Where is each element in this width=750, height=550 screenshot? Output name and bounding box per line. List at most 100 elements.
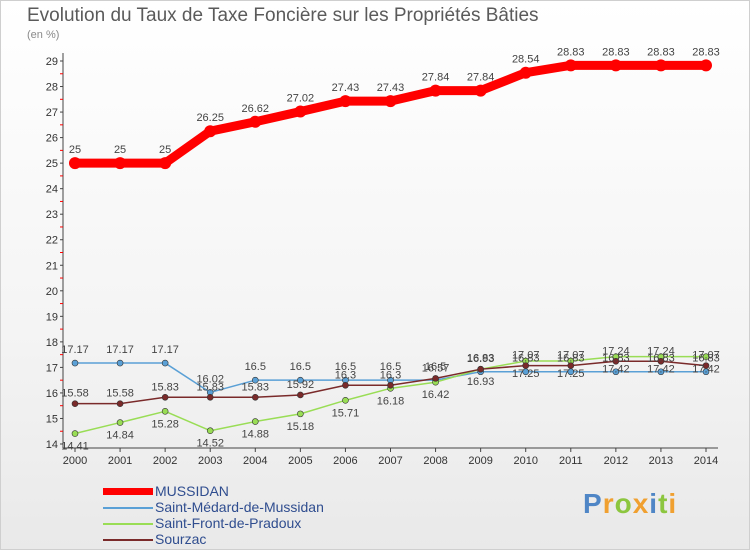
y-tick-label: 23: [46, 209, 58, 221]
y-tick-label: 14: [46, 439, 58, 451]
data-point: [339, 95, 352, 108]
x-tick-label: 2001: [108, 455, 132, 467]
data-point: [249, 115, 262, 128]
data-point: [71, 400, 79, 407]
x-tick-label: 2003: [198, 455, 222, 467]
y-tick-label: 22: [46, 235, 58, 247]
data-label: 15.71: [332, 407, 360, 419]
data-point: [700, 59, 712, 72]
logo-letter: P: [583, 488, 603, 519]
data-point: [206, 393, 214, 401]
data-label: 27.84: [422, 72, 450, 84]
data-point: [116, 400, 124, 407]
data-label: 16.42: [422, 389, 450, 401]
x-tick-label: 2011: [559, 455, 583, 467]
legend-swatch: [103, 539, 153, 541]
data-label: 27.43: [377, 82, 405, 94]
data-point: [429, 84, 442, 97]
x-tick-label: 2010: [513, 455, 537, 467]
data-label: 25: [114, 144, 126, 156]
proxiti-logo: Proxiti: [583, 488, 677, 520]
data-point: [519, 66, 532, 79]
data-point: [297, 410, 304, 418]
data-label: 16.83: [557, 353, 585, 365]
data-label: 16.02: [196, 373, 224, 385]
data-label: 14.88: [242, 429, 270, 441]
x-tick-label: 2009: [468, 455, 492, 467]
data-label: 17.17: [61, 344, 89, 356]
data-label: 28.83: [602, 46, 630, 58]
data-point: [159, 157, 172, 170]
data-label: 16.5: [425, 361, 446, 373]
data-label: 16.83: [467, 353, 495, 365]
y-tick-label: 18: [46, 337, 58, 349]
y-tick-label: 25: [46, 158, 58, 170]
data-label: 28.83: [692, 46, 720, 58]
data-label: 16.93: [467, 376, 495, 388]
data-label: 14.52: [196, 438, 224, 450]
data-label: 15.58: [61, 388, 89, 400]
data-label: 17.07: [512, 350, 540, 362]
legend-label: Saint-Médard-de-Mussidan: [155, 499, 324, 515]
data-label: 17.07: [557, 350, 585, 362]
data-point: [342, 397, 349, 404]
data-point: [161, 359, 169, 367]
data-point: [477, 365, 484, 373]
legend-swatch: [103, 488, 153, 495]
data-point: [71, 430, 79, 437]
data-label: 17.42: [647, 364, 675, 376]
data-point: [251, 418, 259, 425]
data-point: [204, 125, 217, 138]
data-label: 25: [159, 144, 171, 156]
data-point: [654, 59, 667, 72]
y-tick-label: 27: [46, 107, 58, 119]
data-label: 27.43: [332, 82, 360, 94]
data-point: [474, 84, 487, 97]
data-point: [657, 368, 665, 376]
x-tick-label: 2000: [63, 455, 87, 467]
data-point: [297, 376, 304, 384]
y-tick-label: 20: [46, 286, 58, 298]
data-point: [69, 157, 81, 170]
data-label: 17.24: [647, 345, 675, 357]
data-label: 16.5: [380, 361, 401, 373]
data-point: [294, 105, 307, 118]
logo-letter: x: [632, 488, 650, 519]
data-point: [612, 368, 620, 376]
data-point: [522, 362, 530, 369]
data-label: 16.18: [377, 395, 405, 407]
data-point: [612, 357, 620, 365]
data-label: 15.18: [287, 421, 315, 433]
y-tick-label: 16: [46, 388, 58, 400]
x-tick-label: 2008: [423, 455, 447, 467]
y-tick-label: 26: [46, 133, 58, 145]
data-label: 16.5: [245, 361, 266, 373]
data-label: 27.84: [467, 72, 495, 84]
data-label: 17.25: [557, 368, 585, 380]
data-label: 27.02: [287, 93, 315, 105]
data-point: [387, 381, 394, 389]
data-point: [161, 393, 169, 401]
x-tick-label: 2005: [288, 455, 312, 467]
data-point: [567, 362, 575, 369]
legend-swatch: [103, 507, 153, 509]
data-point: [297, 391, 304, 399]
data-label: 17.07: [692, 350, 720, 362]
data-label: 16.83: [692, 353, 720, 365]
data-label: 16.83: [647, 353, 675, 365]
y-tick-label: 17: [46, 362, 58, 374]
data-point: [702, 353, 710, 360]
x-tick-label: 2013: [649, 455, 673, 467]
x-tick-label: 2012: [604, 455, 628, 467]
data-point: [609, 59, 622, 72]
data-point: [384, 95, 397, 108]
data-point: [71, 359, 79, 367]
data-label: 25: [69, 144, 81, 156]
data-label: 16.83: [602, 353, 630, 365]
data-label: 26.62: [242, 103, 270, 115]
data-point: [116, 359, 124, 367]
data-label: 16.3: [380, 369, 401, 381]
logo-letter: i: [649, 488, 659, 519]
y-tick-label: 21: [46, 260, 58, 272]
